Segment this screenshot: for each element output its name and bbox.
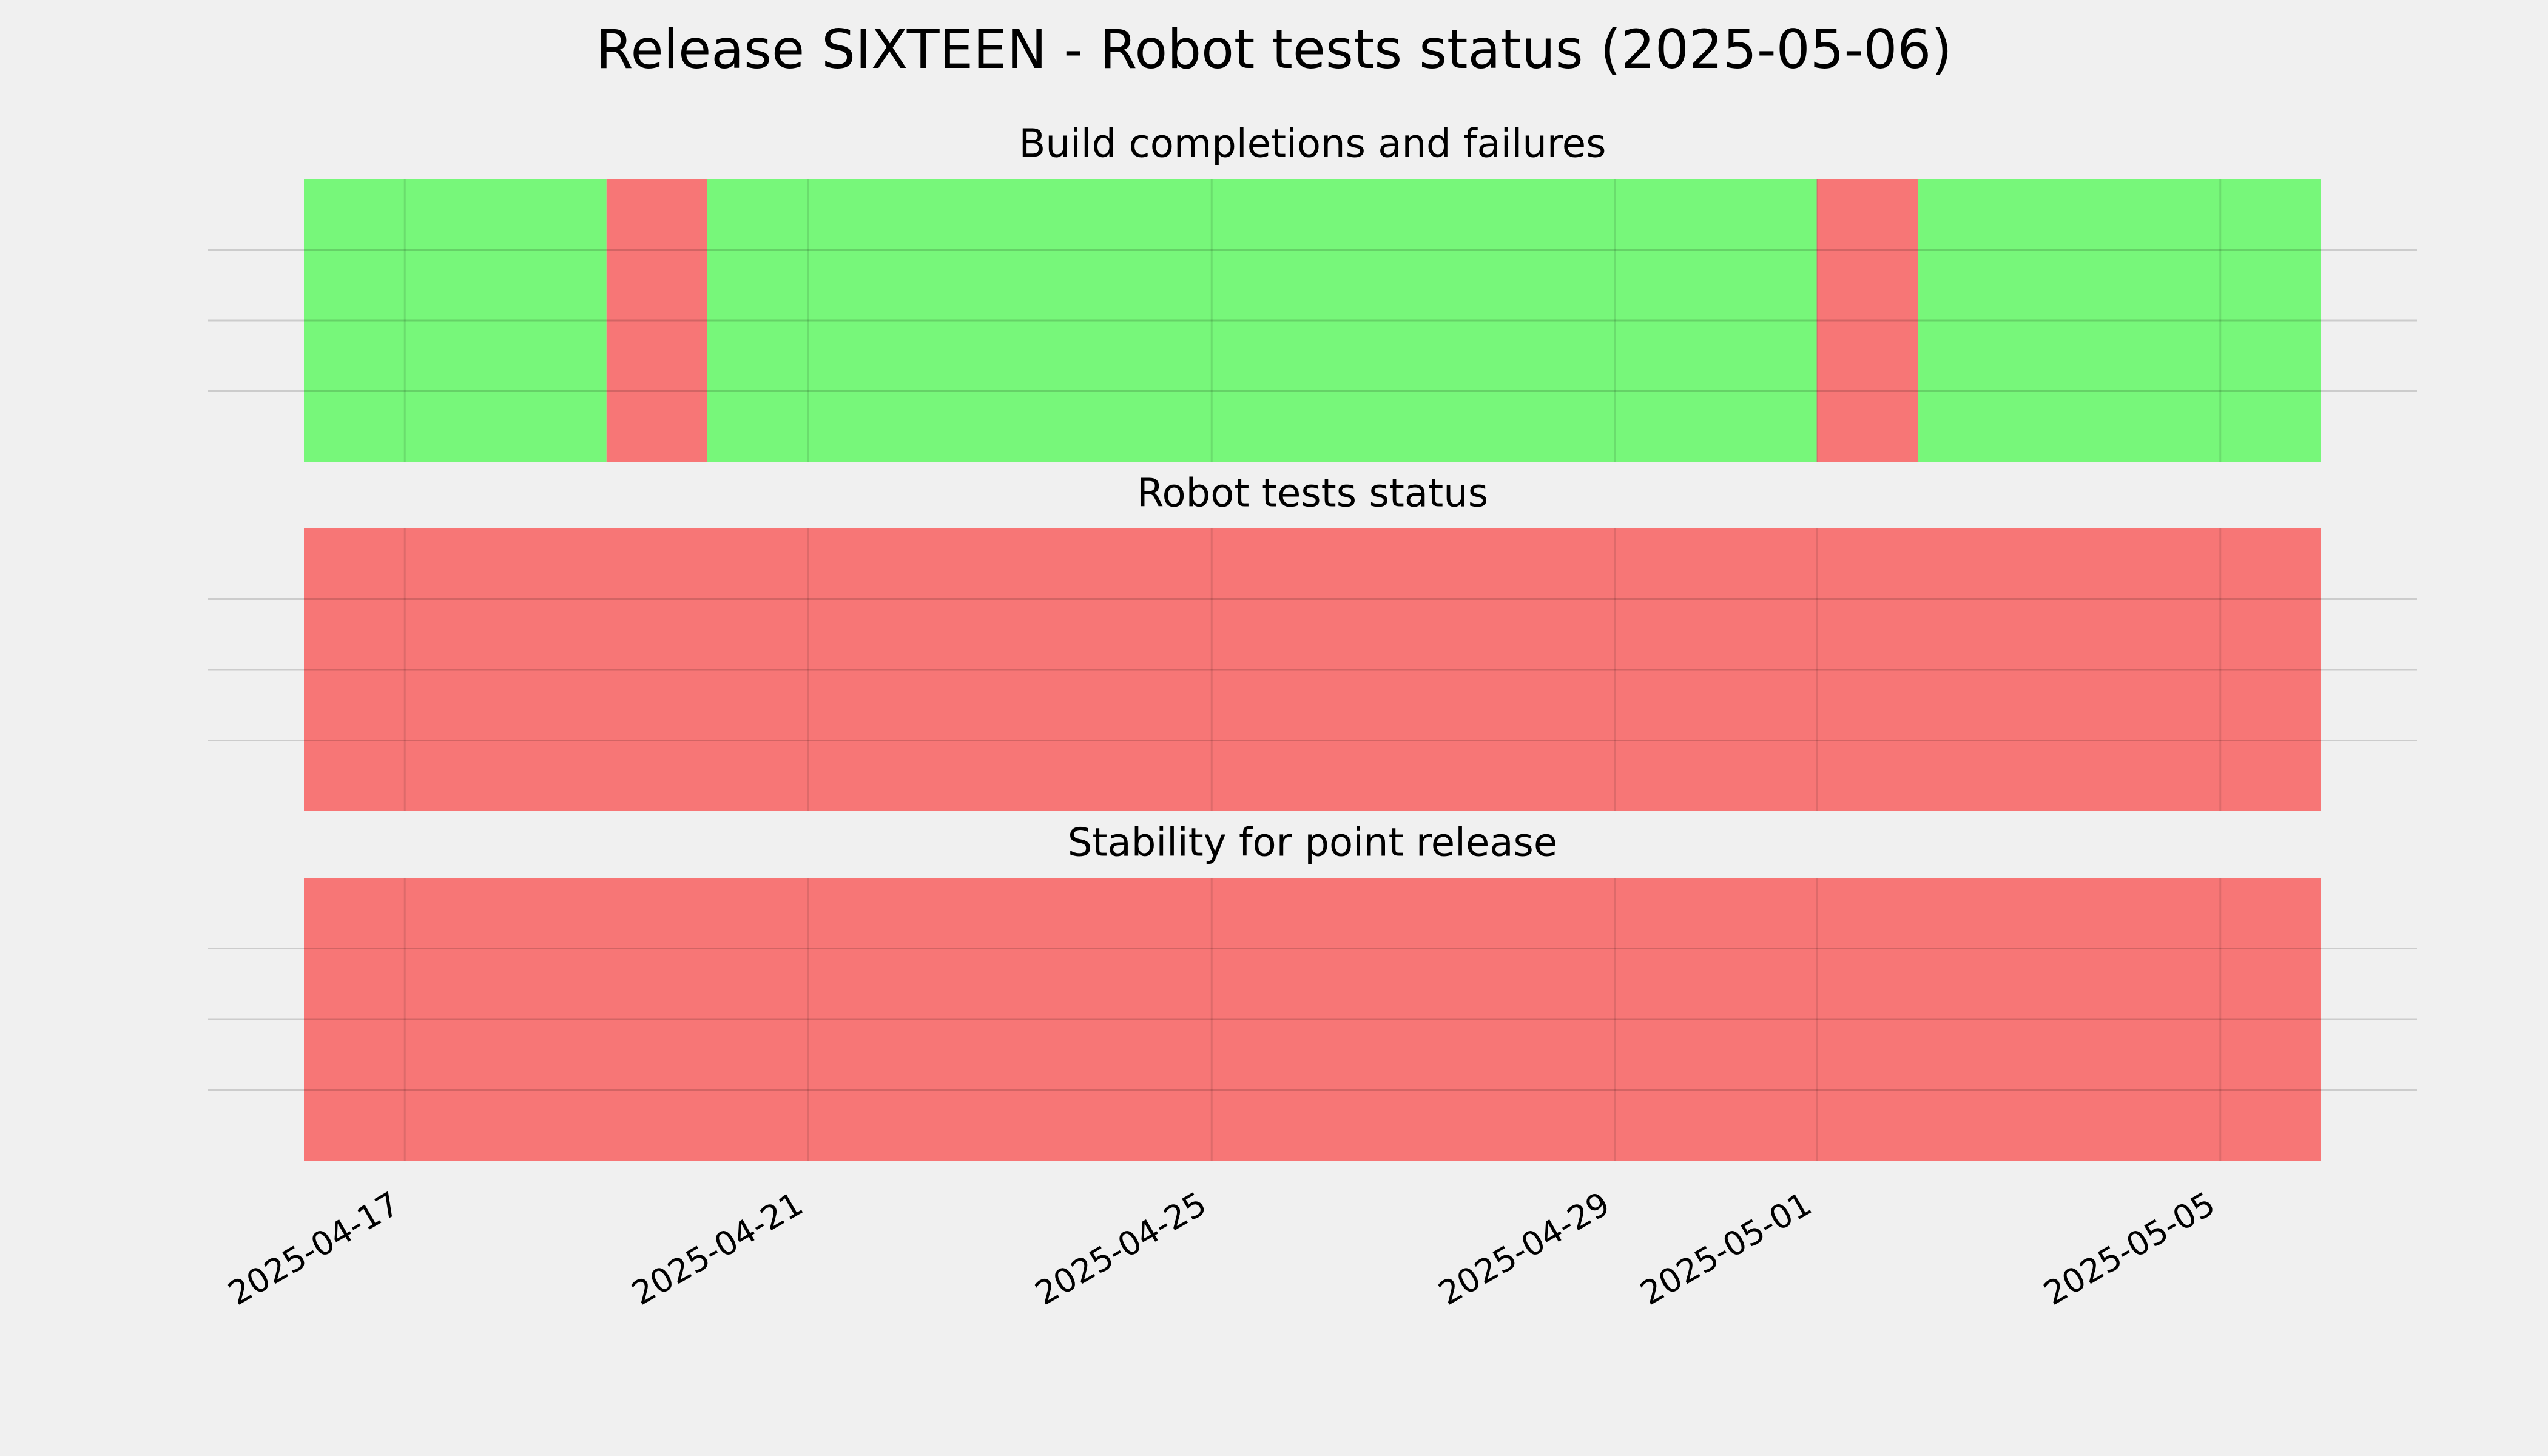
status-span (606, 179, 707, 462)
subplot-title: Build completions and failures (1019, 122, 1606, 167)
status-span (304, 528, 2321, 811)
status-span (304, 179, 607, 462)
subplot-title: Stability for point release (1068, 821, 1558, 866)
figure-title: Release SIXTEEN - Robot tests status (20… (596, 18, 1952, 81)
subplot-title: Robot tests status (1137, 471, 1488, 516)
status-span (304, 878, 2321, 1161)
status-span (1918, 179, 2321, 462)
status-span (1816, 179, 1918, 462)
status-span (707, 179, 1817, 462)
